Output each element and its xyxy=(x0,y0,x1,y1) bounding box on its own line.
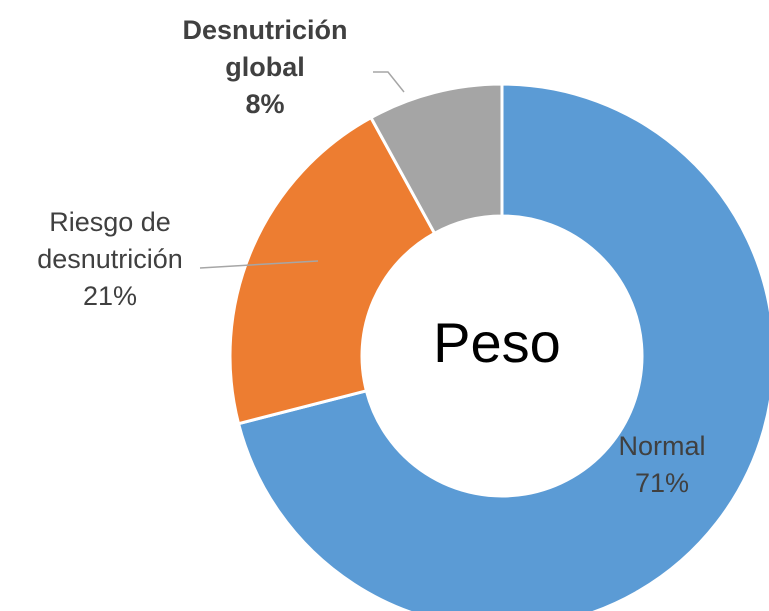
center-label: Peso xyxy=(433,311,561,374)
category-label: Normal xyxy=(618,431,706,461)
slice-label: Normal 71% xyxy=(582,428,742,502)
slice-label: Riesgo de desnutrición 21% xyxy=(10,204,210,315)
category-label: Riesgo de desnutrición xyxy=(37,207,183,274)
value-label: 21% xyxy=(82,281,138,311)
slice xyxy=(368,82,504,236)
value-label: 8% xyxy=(245,89,285,119)
category-label: Desnutrición global xyxy=(182,15,348,82)
slice xyxy=(228,115,437,426)
value-label: 71% xyxy=(634,468,690,498)
leader-line xyxy=(199,260,319,269)
slice-label: Desnutrición global 8% xyxy=(150,12,380,123)
slice xyxy=(236,82,769,611)
leader-line xyxy=(373,71,405,93)
